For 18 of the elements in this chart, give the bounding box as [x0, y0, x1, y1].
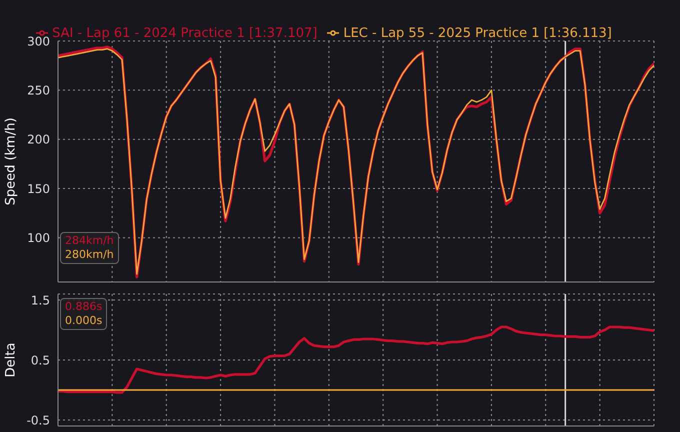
- y-tick-label: 0.5: [30, 353, 50, 368]
- y-axis-title: Delta: [4, 342, 19, 378]
- annotation: 0.000s: [65, 314, 102, 328]
- y-tick-label: 200: [27, 132, 50, 147]
- legend-label: LEC - Lap 55 - 2025 Practice 1 [1:36.113]: [343, 26, 612, 41]
- readout-box: 0.886s 0.000s: [60, 298, 108, 330]
- y-axis-title: Speed (km/h): [4, 118, 19, 206]
- y-tick-label: 250: [27, 83, 50, 98]
- y-tick-label: -0.5: [26, 413, 50, 428]
- annotation: 284km/h: [65, 234, 114, 248]
- readout-box: 284km/h 280km/h: [60, 232, 119, 264]
- annotation: 0.886s: [65, 300, 102, 314]
- y-tick-label: 100: [27, 230, 50, 245]
- y-tick-label: 300: [27, 34, 50, 48]
- y-tick-label: 150: [27, 182, 50, 196]
- legend-label: SAI - Lap 61 - 2024 Practice 1 [1:37.107]: [52, 26, 318, 41]
- y-tick-label: 1.5: [30, 293, 50, 308]
- annotation: 280km/h: [65, 248, 114, 262]
